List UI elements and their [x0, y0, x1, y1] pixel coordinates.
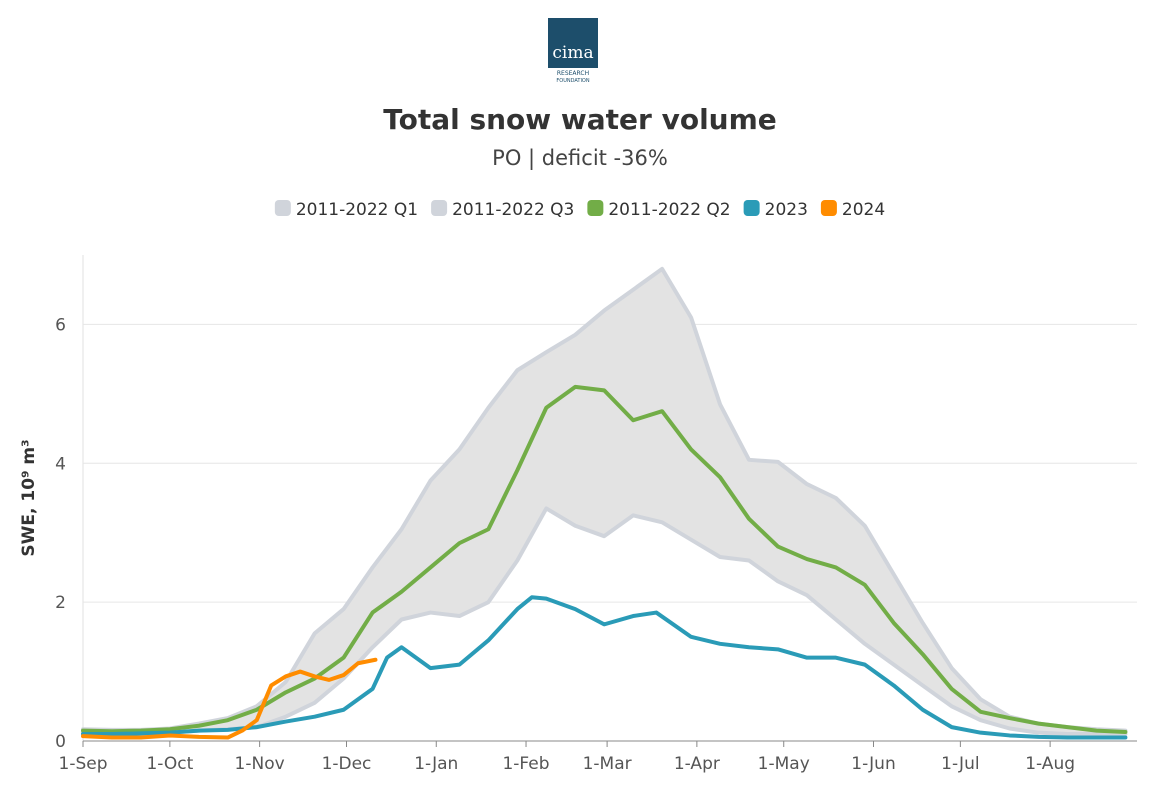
- legend-item: 2024: [820, 200, 885, 220]
- x-tick-label: 1-Jan: [414, 754, 458, 774]
- chart-subtitle: PO | deficit -36%: [492, 146, 668, 171]
- y-tick-label: 2: [55, 593, 66, 613]
- y-axis-label: SWE, 10⁹ m³: [19, 439, 39, 556]
- series-line: [81, 595, 1128, 740]
- x-tick-label: 1-Feb: [502, 754, 549, 774]
- legend-swatch: [743, 200, 760, 216]
- legend-label: 2023: [765, 200, 808, 220]
- legend-swatch: [587, 200, 604, 216]
- legend-item: 2011-2022 Q2: [587, 200, 731, 220]
- series-line: [81, 266, 1128, 733]
- y-tick-label: 0: [55, 732, 66, 752]
- chart-title: Total snow water volume: [383, 103, 777, 136]
- series-line: [81, 384, 1128, 734]
- x-tick-label: 1-Oct: [146, 754, 193, 774]
- legend-item: 2011-2022 Q3: [431, 200, 574, 220]
- y-tick-label: 4: [55, 454, 66, 474]
- legend-label: 2011-2022 Q1: [296, 200, 418, 220]
- legend-label: 2011-2022 Q2: [608, 200, 730, 220]
- logo-text: FOUNDATION: [556, 78, 589, 84]
- legend-swatch: [274, 200, 291, 216]
- y-tick-label: 6: [55, 315, 66, 335]
- logo-text: RESEARCH: [557, 70, 589, 77]
- logo-name: cima: [552, 43, 593, 63]
- x-tick-label: 1-Apr: [674, 754, 720, 774]
- x-tick-label: 1-May: [758, 754, 810, 774]
- x-tick-label: 1-Sep: [59, 754, 108, 774]
- x-tick-label: 1-Jul: [941, 754, 979, 774]
- legend-label: 2011-2022 Q3: [452, 200, 574, 220]
- x-tick-label: 1-Dec: [322, 754, 372, 774]
- band-area: [83, 268, 1126, 735]
- x-tick-label: 1-Mar: [583, 754, 632, 774]
- logo-mark: [548, 18, 598, 68]
- x-tick-label: 1-Aug: [1025, 754, 1075, 774]
- x-tick-label: 1-Jun: [851, 754, 895, 774]
- legend-swatch: [820, 200, 837, 216]
- legend-item: 2023: [743, 200, 808, 220]
- series-line: [81, 657, 378, 740]
- legend-item: 2011-2022 Q1: [274, 200, 418, 220]
- x-tick-label: 1-Nov: [235, 754, 285, 774]
- legend-swatch: [431, 200, 448, 216]
- legend-label: 2024: [842, 200, 885, 220]
